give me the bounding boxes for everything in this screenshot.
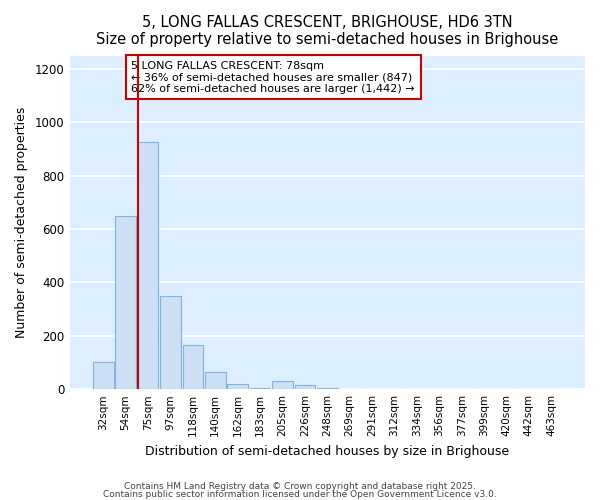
Bar	[205, 372, 226, 389]
Text: 5 LONG FALLAS CRESCENT: 78sqm
← 36% of semi-detached houses are smaller (847)
62: 5 LONG FALLAS CRESCENT: 78sqm ← 36% of s…	[131, 60, 415, 94]
Text: Contains public sector information licensed under the Open Government Licence v3: Contains public sector information licen…	[103, 490, 497, 499]
Bar	[182, 345, 203, 389]
Bar	[115, 216, 136, 389]
Text: Contains HM Land Registry data © Crown copyright and database right 2025.: Contains HM Land Registry data © Crown c…	[124, 482, 476, 491]
Y-axis label: Number of semi-detached properties: Number of semi-detached properties	[15, 106, 28, 338]
Bar	[295, 385, 315, 389]
X-axis label: Distribution of semi-detached houses by size in Brighouse: Distribution of semi-detached houses by …	[145, 444, 509, 458]
Title: 5, LONG FALLAS CRESCENT, BRIGHOUSE, HD6 3TN
Size of property relative to semi-de: 5, LONG FALLAS CRESCENT, BRIGHOUSE, HD6 …	[96, 15, 559, 48]
Bar	[250, 388, 271, 389]
Bar	[317, 388, 338, 389]
Bar	[160, 296, 181, 389]
Bar	[93, 362, 113, 389]
Bar	[227, 384, 248, 389]
Bar	[272, 381, 293, 389]
Bar	[340, 388, 360, 389]
Bar	[138, 142, 158, 389]
